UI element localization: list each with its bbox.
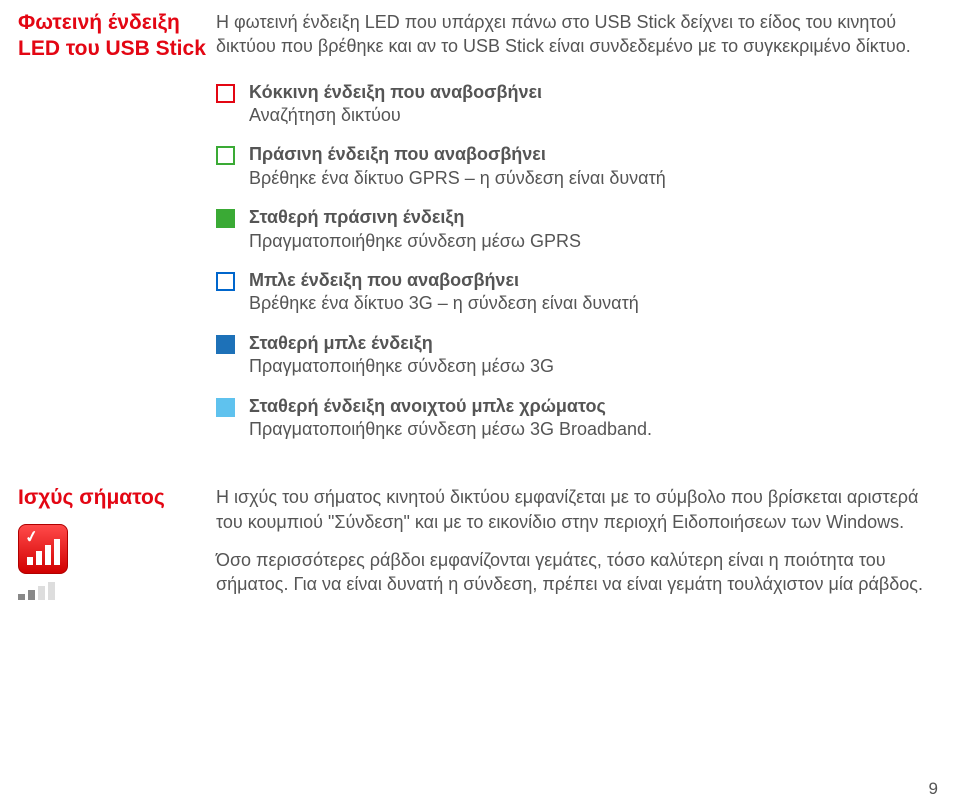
led-text: Κόκκινη ένδειξη που αναβοσβήνειΑναζήτηση… xyxy=(249,81,542,128)
led-item-subtitle: Βρέθηκε ένα δίκτυο GPRS – η σύνδεση είνα… xyxy=(249,167,666,190)
signal-bars-icon xyxy=(18,580,60,600)
heading-line1: Φωτεινή ένδειξη xyxy=(18,11,180,34)
section1-left-column: Φωτεινή ένδειξη LED του USB Stick xyxy=(18,10,216,63)
led-item-subtitle: Πραγματοποιήθηκε σύνδεση μέσω GPRS xyxy=(249,230,581,253)
led-item: Μπλε ένδειξη που αναβοσβήνειΒρέθηκε ένα … xyxy=(216,269,932,316)
led-color-box xyxy=(216,398,235,417)
signal-icons xyxy=(18,524,216,600)
led-text: Σταθερή ένδειξη ανοιχτού μπλε χρώματοςΠρ… xyxy=(249,395,652,442)
led-item-title: Σταθερή πράσινη ένδειξη xyxy=(249,206,581,229)
led-indicator-section: Φωτεινή ένδειξη LED του USB Stick Η φωτε… xyxy=(0,0,960,457)
led-text: Πράσινη ένδειξη που αναβοσβήνειΒρέθηκε έ… xyxy=(249,143,666,190)
led-item: Σταθερή ένδειξη ανοιχτού μπλε χρώματοςΠρ… xyxy=(216,395,932,442)
led-item-subtitle: Πραγματοποιήθηκε σύνδεση μέσω 3G Broadba… xyxy=(249,418,652,441)
signal-strength-icon xyxy=(18,524,68,574)
led-item: Σταθερή πράσινη ένδειξηΠραγματοποιήθηκε … xyxy=(216,206,932,253)
led-item-subtitle: Βρέθηκε ένα δίκτυο 3G – η σύνδεση είναι … xyxy=(249,292,639,315)
section2-left-column: Ισχύς σήματος xyxy=(18,485,216,599)
led-item: Σταθερή μπλε ένδειξηΠραγματοποιήθηκε σύν… xyxy=(216,332,932,379)
led-item-subtitle: Πραγματοποιήθηκε σύνδεση μέσω 3G xyxy=(249,355,554,378)
led-item-title: Σταθερή ένδειξη ανοιχτού μπλε χρώματος xyxy=(249,395,652,418)
led-color-box xyxy=(216,335,235,354)
led-color-box xyxy=(216,209,235,228)
led-item: Πράσινη ένδειξη που αναβοσβήνειΒρέθηκε έ… xyxy=(216,143,932,190)
heading-line2: LED του USB Stick xyxy=(18,37,206,60)
led-item-title: Κόκκινη ένδειξη που αναβοσβήνει xyxy=(249,81,542,104)
section2-heading: Ισχύς σήματος xyxy=(18,485,216,511)
section2-right-column: Η ισχύς του σήματος κινητού δικτύου εμφα… xyxy=(216,485,942,610)
page-number: 9 xyxy=(929,779,938,799)
section1-heading: Φωτεινή ένδειξη LED του USB Stick xyxy=(18,10,216,63)
led-item-title: Πράσινη ένδειξη που αναβοσβήνει xyxy=(249,143,666,166)
section2-para1: Η ισχύς του σήματος κινητού δικτύου εμφα… xyxy=(216,485,932,534)
led-color-box xyxy=(216,272,235,291)
section1-intro: Η φωτεινή ένδειξη LED που υπάρχει πάνω σ… xyxy=(216,10,932,59)
led-text: Σταθερή μπλε ένδειξηΠραγματοποιήθηκε σύν… xyxy=(249,332,554,379)
led-text: Σταθερή πράσινη ένδειξηΠραγματοποιήθηκε … xyxy=(249,206,581,253)
signal-strength-section: Ισχύς σήματος Η ισχύς του σήματος κινητο… xyxy=(0,457,960,610)
led-color-box xyxy=(216,146,235,165)
led-item-title: Μπλε ένδειξη που αναβοσβήνει xyxy=(249,269,639,292)
section1-right-column: Η φωτεινή ένδειξη LED που υπάρχει πάνω σ… xyxy=(216,10,942,457)
led-item-subtitle: Αναζήτηση δικτύου xyxy=(249,104,542,127)
led-color-box xyxy=(216,84,235,103)
led-item-title: Σταθερή μπλε ένδειξη xyxy=(249,332,554,355)
led-list: Κόκκινη ένδειξη που αναβοσβήνειΑναζήτηση… xyxy=(216,81,932,442)
led-text: Μπλε ένδειξη που αναβοσβήνειΒρέθηκε ένα … xyxy=(249,269,639,316)
section2-para2: Όσο περισσότερες ράβδοι εμφανίζονται γεμ… xyxy=(216,548,932,597)
led-item: Κόκκινη ένδειξη που αναβοσβήνειΑναζήτηση… xyxy=(216,81,932,128)
